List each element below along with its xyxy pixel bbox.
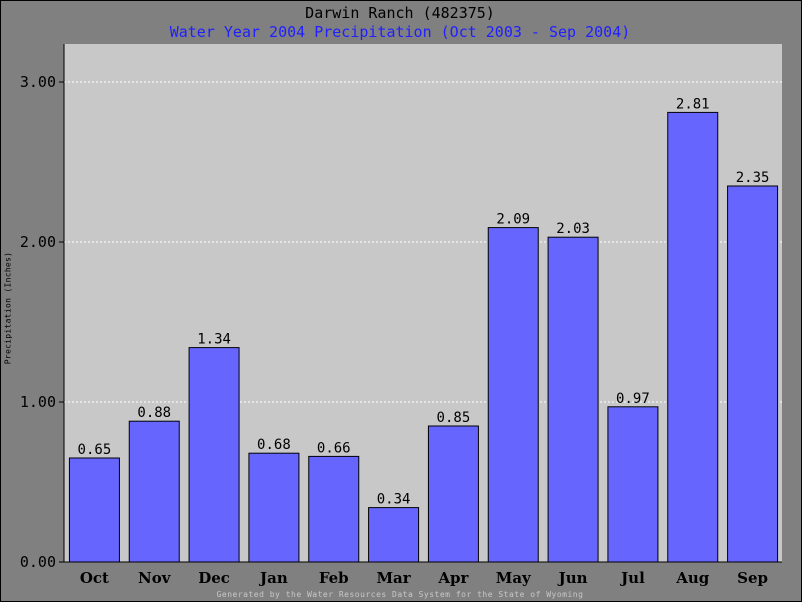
x-tick-label-nov: Nov bbox=[138, 569, 172, 587]
plot-area bbox=[64, 44, 782, 562]
value-label-feb: 0.66 bbox=[317, 440, 351, 456]
bar-jun bbox=[547, 236, 599, 563]
x-tick-label-jun: Jun bbox=[557, 569, 588, 587]
bar-mar bbox=[368, 507, 420, 563]
x-tick-label-feb: Feb bbox=[319, 569, 349, 587]
y-tick-label-2: 2.00 bbox=[20, 233, 56, 251]
x-tick-label-aug: Aug bbox=[675, 569, 710, 587]
bar-aug bbox=[667, 111, 719, 563]
x-tick-label-jul: Jul bbox=[619, 569, 645, 587]
footer-credit: Generated by the Water Resources Data Sy… bbox=[216, 590, 584, 599]
value-label-dec: 1.34 bbox=[197, 332, 231, 348]
bar-jul bbox=[607, 406, 659, 563]
bar-apr bbox=[427, 425, 479, 563]
x-tick-label-dec: Dec bbox=[198, 569, 230, 587]
bar-nov bbox=[128, 420, 180, 563]
bar-oct bbox=[68, 457, 120, 563]
value-label-jan: 0.68 bbox=[257, 437, 291, 453]
bar-may bbox=[487, 227, 539, 563]
chart-subtitle: Water Year 2004 Precipitation (Oct 2003 … bbox=[169, 23, 631, 41]
value-label-may: 2.09 bbox=[496, 212, 530, 228]
chart-title: Darwin Ranch (482375) bbox=[305, 4, 495, 22]
y-tick-label-1: 1.00 bbox=[20, 393, 56, 411]
x-tick-label-mar: Mar bbox=[376, 569, 411, 587]
x-tick-label-apr: Apr bbox=[437, 569, 469, 587]
y-tick-label-0: 0.00 bbox=[20, 553, 56, 571]
value-label-oct: 0.65 bbox=[78, 442, 112, 458]
bar-sep bbox=[727, 185, 779, 563]
bar-jan bbox=[248, 452, 300, 563]
bar-feb bbox=[308, 455, 360, 563]
y-tick-label-3: 3.00 bbox=[20, 73, 56, 91]
bar-dec bbox=[188, 347, 240, 563]
x-tick-label-sep: Sep bbox=[737, 569, 768, 587]
x-tick-label-oct: Oct bbox=[80, 569, 109, 587]
value-label-jun: 2.03 bbox=[556, 221, 590, 237]
value-label-sep: 2.35 bbox=[736, 170, 770, 186]
x-tick-label-may: May bbox=[496, 569, 532, 587]
value-label-jul: 0.97 bbox=[616, 391, 650, 407]
value-label-nov: 0.88 bbox=[137, 405, 171, 421]
value-label-mar: 0.34 bbox=[377, 492, 411, 508]
x-tick-label-jan: Jan bbox=[258, 569, 288, 587]
value-label-apr: 0.85 bbox=[437, 410, 471, 426]
value-label-aug: 2.81 bbox=[676, 96, 710, 112]
